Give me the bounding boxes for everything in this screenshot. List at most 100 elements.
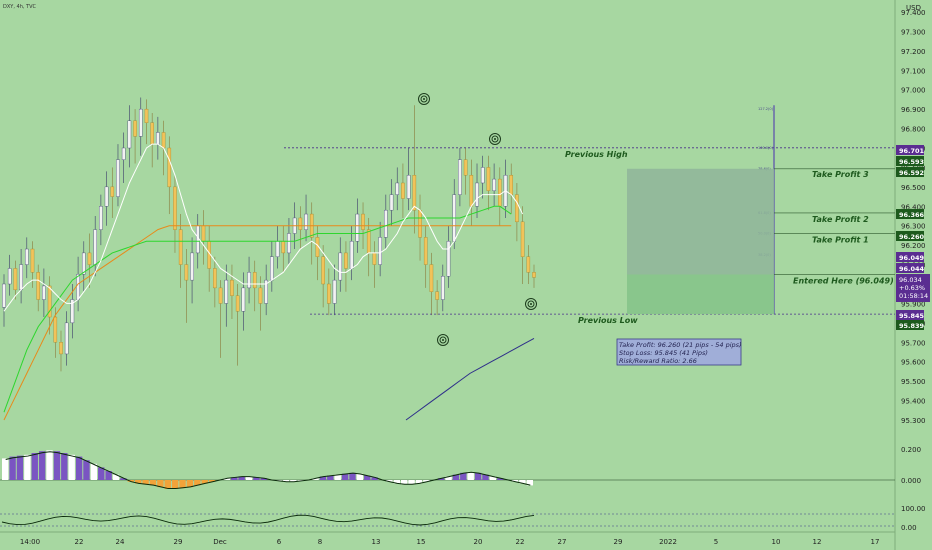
price-marker-value: 96.049: [899, 254, 925, 262]
osc1-bar: [253, 477, 260, 480]
price-tick-label: 96.400: [901, 203, 926, 211]
date-tick-label: 12: [813, 538, 822, 546]
candle-body: [167, 147, 172, 188]
candle-body: [121, 147, 126, 160]
candle-body: [156, 132, 160, 145]
osc1-bar: [393, 480, 400, 484]
take-profit-2-label: Take Profit 2: [812, 215, 869, 224]
osc1-bar: [105, 471, 112, 480]
price-tick-label: 97.200: [901, 48, 926, 56]
ma-mid-line: [3, 205, 512, 413]
price-marker-value: 95.845: [899, 312, 925, 320]
date-tick-label: 27: [558, 538, 567, 546]
trade-info-line1: Take Profit: 96.260 (21 pips - 54 pips): [619, 341, 742, 349]
price-marker-value: 96.593: [899, 158, 924, 166]
candle-body: [110, 186, 115, 197]
candle-body: [116, 159, 120, 197]
osc1-bar: [24, 454, 31, 480]
osc1-bar: [149, 480, 157, 486]
date-tick-label: 29: [174, 538, 183, 546]
candle-body: [19, 264, 23, 291]
osc1-tick-label: 0.000: [901, 477, 921, 485]
target-icon: [418, 93, 430, 105]
candle-body: [30, 248, 35, 273]
osc1-bar: [452, 474, 460, 480]
candle-body: [99, 206, 103, 230]
osc1-bar: [371, 477, 378, 480]
target-icon: [437, 334, 449, 346]
candle-body: [252, 272, 257, 289]
candle-body: [201, 225, 206, 242]
candle-body: [327, 283, 331, 304]
date-tick-label: 13: [372, 538, 381, 546]
candle-body: [492, 178, 496, 191]
candle-body: [247, 272, 251, 289]
price-tick-label: 97.000: [901, 87, 926, 95]
date-tick-label: 14:00: [20, 538, 40, 546]
osc1-bar: [312, 478, 319, 480]
osc1-bar: [401, 480, 408, 485]
candle-body: [298, 217, 303, 230]
osc1-bar: [142, 480, 149, 485]
candle-body: [355, 213, 360, 242]
osc1-bar: [437, 478, 445, 480]
price-marker-value: 96.366: [899, 211, 925, 219]
trade-info-box: [616, 338, 742, 366]
price-marker: [896, 156, 924, 166]
osc2-tick-label: 100.00: [901, 505, 926, 513]
target-icon: [489, 133, 501, 145]
osc1-bar: [511, 480, 519, 482]
candle-body: [349, 241, 354, 269]
osc1-bar: [245, 476, 253, 480]
price-tick-label: 96.500: [901, 184, 926, 192]
target-icon-center: [442, 339, 444, 341]
candle-body: [258, 287, 263, 304]
candle-body: [412, 174, 417, 211]
fib-label: 127.2(0): [758, 107, 774, 111]
price-marker-value: 96.260: [899, 233, 925, 241]
osc1-bar: [112, 474, 120, 480]
date-tick-label: 24: [116, 538, 125, 546]
candle-body: [287, 233, 291, 254]
candle-body: [230, 279, 234, 296]
price-marker: [896, 145, 924, 155]
candle-body: [36, 272, 40, 300]
osc2-line: [1, 514, 535, 526]
candle-body: [429, 264, 434, 292]
osc1-bar: [260, 478, 267, 480]
candle-body: [509, 174, 514, 195]
candle-body: [423, 237, 428, 265]
osc1-bar: [46, 450, 53, 480]
fib-label: 100.0(0): [758, 146, 774, 150]
date-tick-label: Dec: [213, 538, 227, 546]
osc1-bar: [482, 474, 489, 480]
osc1-bar: [135, 480, 142, 484]
price-tick-label: 95.300: [901, 417, 926, 425]
price-tick-label: 97.100: [901, 67, 926, 75]
date-tick-label: 17: [871, 538, 880, 546]
candle-body: [332, 279, 337, 304]
trade-info-line2: Stop Loss: 95.845 (41 Pips): [619, 349, 708, 357]
candle-body: [264, 279, 268, 304]
candle-body: [515, 194, 519, 223]
candle-body: [395, 182, 400, 195]
price-marker: [896, 263, 924, 273]
candle-body: [532, 272, 536, 278]
candle-body: [275, 241, 280, 257]
price-tick-label: 95.900: [901, 300, 926, 308]
price-tick-label: 95.500: [901, 378, 926, 386]
osc1-bar: [61, 453, 68, 480]
price-marker: [896, 320, 924, 330]
date-tick-label: 8: [318, 538, 322, 546]
osc1-bar: [282, 480, 290, 482]
price-tick-label: 95.400: [901, 398, 926, 406]
candle-body: [418, 209, 422, 238]
osc1-bar: [38, 451, 46, 480]
previous-high-label: Previous High: [565, 150, 628, 159]
loss-zone: [627, 274, 774, 315]
price-marker-change: +0.63%: [899, 284, 925, 292]
date-tick-label: 15: [417, 538, 426, 546]
target-icon-center: [530, 303, 532, 305]
price-marker-value: 96.034: [899, 276, 922, 284]
candle-body: [321, 256, 325, 285]
